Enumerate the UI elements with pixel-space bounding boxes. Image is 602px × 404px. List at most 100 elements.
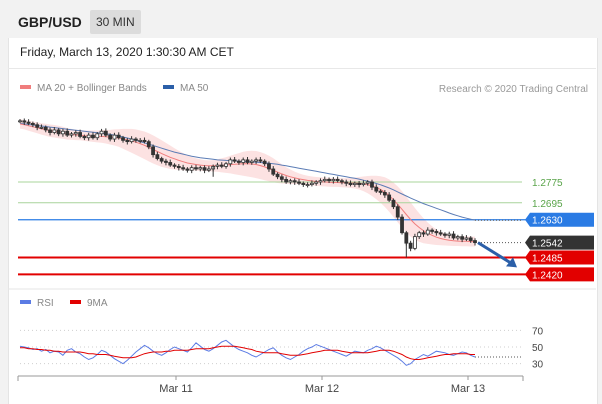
candle-body xyxy=(65,130,70,136)
candle-body xyxy=(99,130,104,135)
rsi-tick-30: 30 xyxy=(532,360,544,371)
candle-body xyxy=(237,160,241,163)
candle-body xyxy=(164,160,168,163)
candle-body xyxy=(417,232,422,238)
candle-body xyxy=(430,229,434,232)
candle-body xyxy=(301,182,306,185)
candle-body xyxy=(133,138,138,141)
candle-body xyxy=(271,168,276,175)
legend-ma20-label: MA 20 + Bollinger Bands xyxy=(37,83,147,94)
level-tag-4 xyxy=(525,250,594,265)
rsi-tick-70: 70 xyxy=(532,326,544,337)
candle-body xyxy=(39,126,44,129)
candle-body xyxy=(451,233,456,239)
candle-body xyxy=(254,159,258,162)
candle-body xyxy=(172,164,177,167)
level-label-1: 1.2695 xyxy=(532,199,563,210)
candle-body xyxy=(408,242,413,249)
candle-body xyxy=(391,199,396,208)
legend-ma9: 9MA xyxy=(70,298,108,309)
candle-body xyxy=(125,139,130,143)
candle-body xyxy=(288,180,293,183)
candle-body xyxy=(73,132,78,135)
candle-body xyxy=(400,216,404,234)
candle-body xyxy=(318,180,323,183)
candle-body xyxy=(262,160,267,165)
candle-body xyxy=(241,159,246,163)
timeframe-button[interactable]: 30 MIN xyxy=(90,10,141,34)
candle-body xyxy=(464,237,469,240)
ma50-swatch xyxy=(163,85,174,90)
legend-ma50-label: MA 50 xyxy=(180,83,209,94)
candle-body xyxy=(198,167,203,170)
rsi-ma9-line xyxy=(20,345,475,360)
candle-body xyxy=(473,240,477,244)
candle-body xyxy=(382,191,387,196)
candle-body xyxy=(142,139,147,143)
candle-body xyxy=(176,165,181,169)
candle-body xyxy=(245,159,250,163)
candle-body xyxy=(374,186,379,192)
candle-body xyxy=(279,176,284,180)
candle-body xyxy=(159,158,164,162)
candle-body xyxy=(352,182,357,185)
candle-body xyxy=(202,167,207,171)
candle-body xyxy=(22,120,27,123)
candle-body xyxy=(305,184,310,186)
candle-body xyxy=(61,130,65,135)
candle-body xyxy=(249,160,254,163)
candle-body xyxy=(219,164,224,167)
candle-body xyxy=(116,134,121,139)
instrument-title: GBP/USD xyxy=(18,14,82,30)
level-tag-5 xyxy=(525,267,594,282)
candle-body xyxy=(30,123,35,126)
candle-body xyxy=(404,232,409,244)
candle-body xyxy=(413,236,417,249)
candle-body xyxy=(455,236,460,239)
candle-body xyxy=(331,178,336,182)
candle-body xyxy=(387,194,392,201)
level-tag-2 xyxy=(525,212,594,227)
candle-body xyxy=(95,133,100,139)
rsi-line xyxy=(19,339,476,366)
candle-body xyxy=(181,167,186,170)
candle-body xyxy=(468,237,473,241)
candle-body xyxy=(443,233,447,236)
candle-body xyxy=(168,162,173,166)
candle-body xyxy=(314,181,319,184)
candle-body xyxy=(206,168,211,171)
candle-body xyxy=(309,182,314,185)
candle-body xyxy=(292,180,297,183)
candle-body xyxy=(275,173,280,178)
candle-body xyxy=(103,130,108,136)
candle-body xyxy=(35,124,40,128)
forecast-arrow-head xyxy=(506,257,517,268)
candle-body xyxy=(232,159,237,162)
chart-panel xyxy=(8,38,598,404)
candle-body xyxy=(82,136,87,139)
candle-body xyxy=(228,159,233,165)
candle-body xyxy=(78,132,82,137)
candle-body xyxy=(378,190,383,193)
header: GBP/USD 30 MIN xyxy=(0,0,602,38)
candle-body xyxy=(357,182,362,185)
ma9-swatch xyxy=(70,300,81,305)
rsi-tick-50: 50 xyxy=(532,343,544,354)
candle-body xyxy=(361,182,366,185)
candle-body xyxy=(340,180,344,183)
candle-body xyxy=(43,126,48,131)
candle-body xyxy=(215,164,220,167)
candle-body xyxy=(297,181,301,184)
x-tick-label-1: Mar 12 xyxy=(305,383,339,395)
legend-ma9-label: 9MA xyxy=(87,298,108,309)
candle-body xyxy=(56,129,61,135)
candle-body xyxy=(335,178,340,182)
level-label-5: 1.2420 xyxy=(532,270,563,281)
candle-body xyxy=(26,121,31,124)
candle-body xyxy=(185,168,190,171)
candle-body xyxy=(370,181,374,188)
candle-body xyxy=(327,178,331,182)
candle-body xyxy=(121,137,125,141)
forecast-arrow-shaft xyxy=(477,241,514,266)
